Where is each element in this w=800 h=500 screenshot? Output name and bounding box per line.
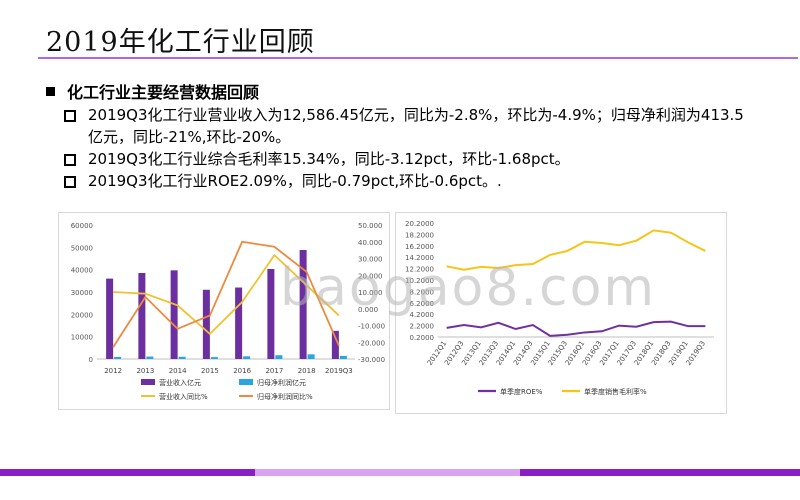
revenue-yoy-line (113, 253, 340, 336)
profit-yoy-line (112, 240, 340, 348)
footer-segment-dark (0, 469, 255, 476)
y-tick-label: 8.2000 (410, 288, 435, 296)
y-tick-label: 20.2000 (405, 220, 434, 228)
bullet-text: 2019Q3化工行业ROE2.09%，同比-0.79pct,环比-0.6pct。… (88, 172, 502, 190)
x-tick-label: 2019Q3 (325, 367, 353, 375)
revenue-bar (202, 289, 210, 359)
footer-bar (0, 469, 800, 476)
y-tick-label: 20000 (71, 311, 93, 319)
profit-bar (307, 354, 315, 359)
x-tick-label: 2013 (136, 367, 154, 375)
revenue-bar (106, 278, 114, 359)
x-tick-label: 2016 (233, 367, 251, 375)
y2-tick-label: 30.000 (358, 256, 383, 264)
watermark: baogao8.com (280, 258, 657, 318)
y-tick-label: 18.2000 (405, 231, 434, 239)
legend-label: 单季度销售毛利率% (584, 387, 647, 396)
y2-tick-label: 40.000 (358, 239, 383, 247)
bullet-text: 2019Q3化工行业综合毛利率15.34%，同比-3.12pct，环比-1.68… (88, 150, 570, 168)
margin-line (446, 229, 706, 271)
y2-tick-label: 0.000 (358, 306, 378, 314)
x-tick-label: 2018 (298, 367, 316, 375)
revenue-profit-chart-svg: 0 10000 20000 30000 40000 50000 60000 -30.000 -2… (71, 222, 385, 401)
list-item: 2019Q3化工行业综合毛利率15.34%，同比-3.12pct，环比-1.68… (64, 148, 744, 170)
x-tick-label: 2012 (104, 367, 122, 375)
bullet-list: 2019Q3化工行业营业收入为12,586.45亿元，同比为-2.8%，环比为-… (64, 104, 744, 192)
y-tick-label: 12.2000 (405, 266, 434, 274)
y2-tick-label: -20.000 (358, 339, 385, 347)
revenue-bar (170, 270, 178, 359)
y2-tick-label: -30.000 (358, 356, 385, 364)
square-bullet-icon (46, 87, 55, 96)
profit-bar (243, 356, 251, 359)
footer-segment-light (255, 469, 520, 476)
y-tick-label: 10.2000 (405, 277, 434, 285)
section-heading-label: 化工行业主要经营数据回顾 (67, 83, 260, 102)
y-tick-label: 16.2000 (405, 243, 434, 251)
profit-bar (339, 355, 347, 359)
y-tick-label: 14.2000 (405, 254, 434, 262)
y-tick-label: 0 (89, 356, 93, 364)
legend-label: 营业收入同比% (159, 392, 208, 401)
legend-label: 归母净利润亿元 (257, 378, 306, 387)
roe-margin-chart-svg: 0.2000 2.2000 4.2000 6.2000 8.2000 10.2000 12.… (405, 220, 714, 396)
legend-label: 归母净利润同比% (257, 392, 313, 401)
revenue-bar (267, 268, 275, 359)
revenue-bar (299, 250, 307, 359)
footer-segment-dark (520, 469, 800, 476)
roe-line (446, 320, 706, 337)
profit-bar (210, 357, 218, 359)
revenue-bar (235, 287, 243, 359)
list-item: 2019Q3化工行业ROE2.09%，同比-0.79pct,环比-0.6pct。… (64, 170, 744, 192)
y-tick-label: 60000 (71, 222, 93, 230)
profit-bar (146, 356, 154, 359)
profit-bar (275, 355, 283, 359)
y-tick-label: 6.2000 (410, 300, 435, 308)
bullet-text: 2019Q3化工行业营业收入为12,586.45亿元，同比为-2.8%，环比为-… (88, 106, 744, 146)
hollow-square-icon (64, 154, 76, 166)
section-heading: 化工行业主要经营数据回顾 (46, 79, 259, 103)
legend-swatch (239, 379, 253, 385)
revenue-bar (331, 330, 339, 359)
y-tick-label: 50000 (71, 244, 93, 252)
profit-bar (114, 356, 122, 359)
roe-margin-chart: 0.2000 2.2000 4.2000 6.2000 8.2000 10.2000 12.… (395, 212, 727, 414)
y2-tick-label: 10.000 (358, 289, 383, 297)
legend-label: 营业收入亿元 (159, 378, 201, 387)
revenue-profit-chart: 0 10000 20000 30000 40000 50000 60000 -30.000 -2… (58, 212, 390, 410)
y-tick-label: 0.2000 (410, 334, 435, 342)
page-title: 2019年化工行业回顾 (46, 27, 315, 58)
y2-tick-label: 50.000 (358, 222, 383, 230)
x-tick-label: 2014 (169, 367, 187, 375)
y-tick-label: 30000 (71, 289, 93, 297)
legend-label: 单季度ROE% (500, 387, 543, 396)
x-tick-label: 2015 (201, 367, 219, 375)
revenue-bar (138, 273, 146, 359)
x-tick-label: 2017 (265, 367, 283, 375)
title-rule (38, 57, 798, 59)
legend-swatch (141, 379, 155, 385)
y2-tick-label: -10.000 (358, 323, 385, 331)
y-tick-label: 40000 (71, 267, 93, 275)
y-tick-label: 10000 (71, 334, 93, 342)
hollow-square-icon (64, 176, 76, 188)
y-tick-label: 2.2000 (410, 323, 435, 331)
y-tick-label: 4.2000 (410, 311, 435, 319)
y2-tick-label: 20.000 (358, 272, 383, 280)
list-item: 2019Q3化工行业营业收入为12,586.45亿元，同比为-2.8%，环比为-… (64, 104, 744, 148)
hollow-square-icon (64, 110, 76, 122)
profit-bar (178, 356, 186, 359)
